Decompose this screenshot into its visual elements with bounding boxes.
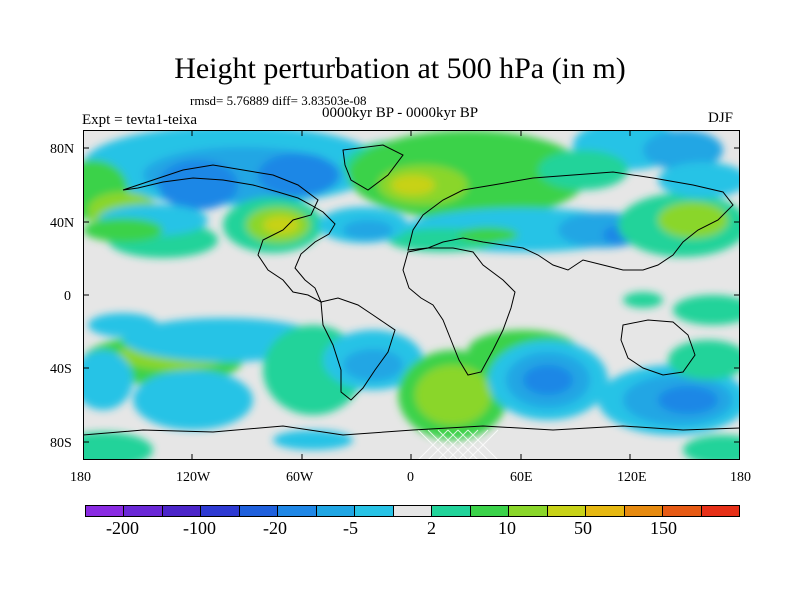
colorbar-label-2: 2 bbox=[427, 518, 436, 538]
lon-label-120e: 120E bbox=[617, 470, 647, 485]
colorbar-cell bbox=[586, 506, 625, 516]
colorbar-cell bbox=[355, 506, 394, 516]
antarctic-hatch bbox=[417, 429, 499, 460]
lat-label-40s: 40S bbox=[50, 362, 72, 377]
coastlines bbox=[83, 144, 740, 436]
colorbar-cell bbox=[278, 506, 317, 516]
lon-label-120w: 120W bbox=[176, 470, 211, 485]
colorbar-label-10: 10 bbox=[498, 518, 516, 538]
colorbar-label-150: 150 bbox=[650, 518, 677, 538]
lat-label-80s: 80S bbox=[50, 436, 72, 451]
colorbar-cell bbox=[124, 506, 163, 516]
lon-label-180e: 180 bbox=[730, 470, 751, 485]
stats-text: rmsd= 5.76889 diff= 3.83503e-08 bbox=[190, 93, 367, 108]
colorbar-cell bbox=[624, 506, 664, 516]
colorbar-label-minus100: -100 bbox=[183, 518, 216, 538]
colorbar-label-minus5: -5 bbox=[343, 518, 358, 538]
colorbar-cell bbox=[547, 506, 587, 516]
colorbar-cell bbox=[239, 506, 279, 516]
colorbar-cell bbox=[86, 506, 125, 516]
colorbar-cell bbox=[316, 506, 356, 516]
colorbar-cell bbox=[509, 506, 548, 516]
lon-label-60w: 60W bbox=[286, 470, 314, 485]
period-text: 0000kyr BP - 0000kyr BP bbox=[322, 105, 479, 121]
colorbar-cell bbox=[432, 506, 471, 516]
colorbar-cell bbox=[162, 506, 202, 516]
lon-label-60e: 60E bbox=[510, 470, 533, 485]
lat-label-40n: 40N bbox=[50, 216, 75, 231]
lon-label-180w: 180 bbox=[70, 470, 91, 485]
lat-label-0: 0 bbox=[64, 289, 71, 304]
colorbar-cell bbox=[701, 506, 739, 516]
lat-label-80n: 80N bbox=[50, 142, 75, 157]
colorbar-label-minus20: -20 bbox=[263, 518, 287, 538]
chart-title: Height perturbation at 500 hPa (in m) bbox=[174, 52, 626, 85]
lon-label-0: 0 bbox=[407, 470, 414, 485]
colorbar-label-50: 50 bbox=[574, 518, 592, 538]
tick-marks bbox=[83, 130, 740, 460]
colorbar bbox=[85, 505, 740, 517]
colorbar-cell bbox=[663, 506, 702, 516]
experiment-label: Expt = tevta1-teixa bbox=[82, 112, 198, 128]
colorbar-cell bbox=[470, 506, 510, 516]
colorbar-cell bbox=[201, 506, 240, 516]
colorbar-label-minus200: -200 bbox=[106, 518, 139, 538]
field-contours bbox=[83, 130, 740, 460]
map-plot bbox=[83, 130, 740, 460]
season-label: DJF bbox=[708, 110, 734, 126]
colorbar-cell bbox=[393, 506, 433, 516]
